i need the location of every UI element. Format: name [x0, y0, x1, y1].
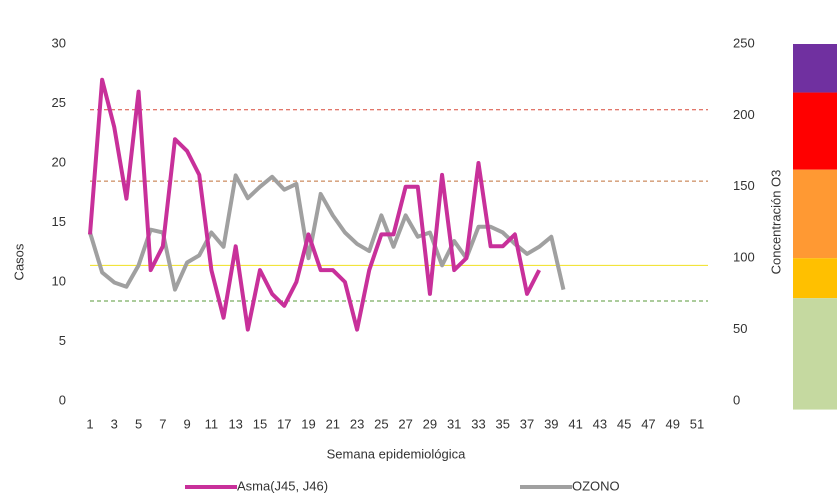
- x-tick-label: 27: [398, 416, 412, 431]
- x-tick-label: 23: [350, 416, 364, 431]
- x-tick-label: 43: [593, 416, 607, 431]
- color-band: [793, 169, 837, 259]
- y-tick-label: 0: [59, 392, 66, 407]
- y2-tick-label: 100: [733, 250, 755, 265]
- x-tick-label: 45: [617, 416, 631, 431]
- y2-tick-label: 50: [733, 321, 747, 336]
- legend-label: OZONO: [572, 478, 620, 493]
- x-tick-label: 3: [111, 416, 118, 431]
- legend-label: Asma(J45, J46): [237, 478, 328, 493]
- color-band: [793, 44, 837, 93]
- y-tick-label: 10: [52, 273, 66, 288]
- x-tick-label: 29: [423, 416, 437, 431]
- y-tick-label: 30: [52, 35, 66, 50]
- x-tick-label: 9: [184, 416, 191, 431]
- x-tick-label: 21: [326, 416, 340, 431]
- x-tick-label: 33: [471, 416, 485, 431]
- y-tick-label: 20: [52, 154, 66, 169]
- x-tick-label: 41: [568, 416, 582, 431]
- x-tick-label: 19: [301, 416, 315, 431]
- y2-tick-label: 0: [733, 392, 740, 407]
- x-tick-label: 7: [159, 416, 166, 431]
- y2-tick-label: 150: [733, 178, 755, 193]
- x-tick-label: 31: [447, 416, 461, 431]
- x-tick-label: 51: [690, 416, 704, 431]
- x-tick-label: 1: [86, 416, 93, 431]
- x-tick-label: 11: [205, 416, 219, 431]
- x-tick-label: 37: [520, 416, 534, 431]
- x-tick-label: 47: [641, 416, 655, 431]
- x-tick-label: 35: [496, 416, 510, 431]
- x-axis-label: Semana epidemiológica: [327, 446, 467, 461]
- x-tick-label: 25: [374, 416, 388, 431]
- y-tick-label: 15: [52, 214, 66, 229]
- x-tick-label: 39: [544, 416, 558, 431]
- color-band: [793, 258, 837, 299]
- color-band: [793, 92, 837, 170]
- y2-tick-label: 250: [733, 35, 755, 50]
- x-tick-label: 15: [253, 416, 267, 431]
- data-line: [88, 173, 566, 292]
- color-band: [793, 298, 837, 410]
- x-tick-label: 49: [665, 416, 679, 431]
- y-tick-label: 5: [59, 333, 66, 348]
- y2-tick-label: 200: [733, 107, 755, 122]
- y2-axis-label: Concentración O3: [768, 170, 783, 275]
- y-axis-label: Casos: [11, 243, 26, 280]
- data-line: [88, 77, 541, 332]
- x-tick-label: 17: [277, 416, 291, 431]
- x-tick-label: 13: [228, 416, 242, 431]
- y-tick-label: 25: [52, 95, 66, 110]
- x-tick-label: 5: [135, 416, 142, 431]
